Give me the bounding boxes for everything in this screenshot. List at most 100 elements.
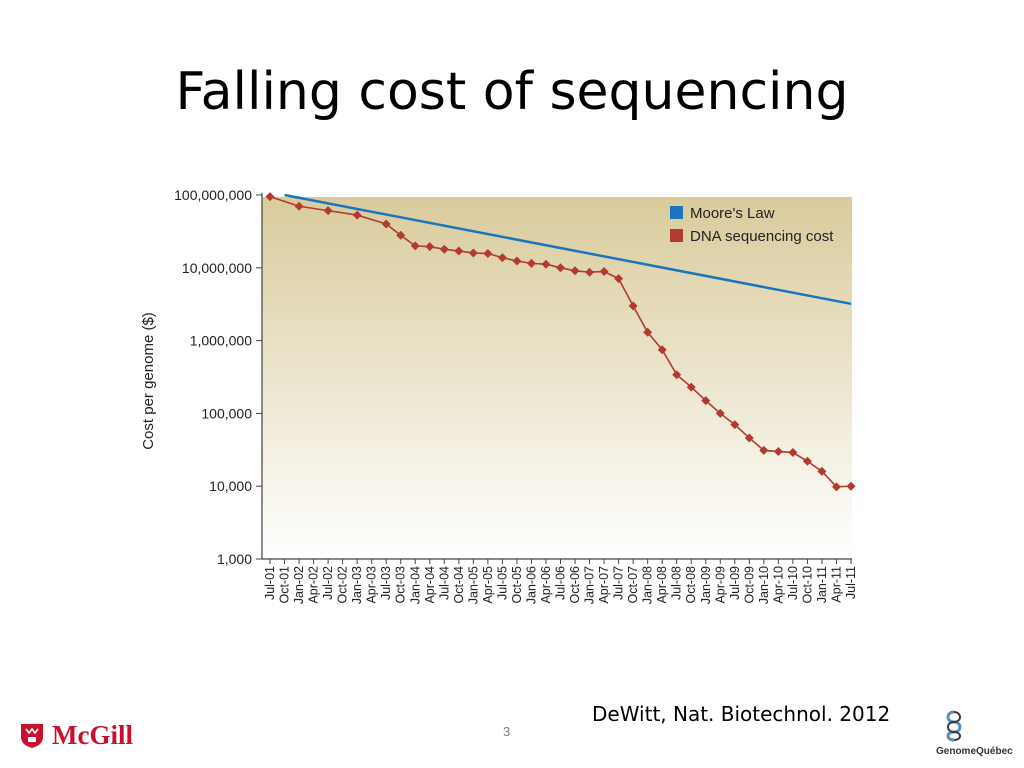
dna-cost-point bbox=[730, 420, 740, 430]
dna-cost-point bbox=[585, 267, 595, 277]
mcgill-crest-icon bbox=[21, 723, 43, 748]
dna-cost-point bbox=[425, 242, 435, 252]
x-ticks: Jul-01 Oct-01 Jan-02 Apr-02 Jul-02 Oct-02 Jan-… bbox=[263, 559, 858, 604]
dna-cost-point bbox=[686, 382, 696, 392]
dna-cost-point bbox=[846, 481, 856, 491]
axes bbox=[261, 193, 852, 560]
dna-cost-point bbox=[657, 345, 667, 355]
dna-cost-point bbox=[715, 408, 725, 418]
x-tick-label: Jul-03 bbox=[379, 566, 393, 600]
x-tick-label: Jan-11 bbox=[815, 566, 829, 603]
plot-background bbox=[262, 197, 852, 559]
x-tick-label: Jul-04 bbox=[437, 566, 451, 600]
dna-cost-point bbox=[701, 396, 711, 406]
x-tick-label: Jul-07 bbox=[612, 566, 626, 600]
x-tick-label: Jul-09 bbox=[728, 566, 742, 600]
dna-cost-point bbox=[628, 301, 638, 311]
x-tick-label: Jul-02 bbox=[321, 566, 335, 600]
series-layer bbox=[265, 192, 856, 492]
x-tick-label: Jul-10 bbox=[786, 566, 800, 600]
y-axis-label: Cost per genome ($) bbox=[140, 312, 157, 450]
x-tick-label: Jan-07 bbox=[583, 566, 597, 604]
x-tick-label: Oct-08 bbox=[684, 566, 698, 604]
x-tick-label: Jan-05 bbox=[466, 566, 480, 604]
y-tick-label: 1,000 bbox=[217, 551, 252, 567]
y-tick-label: 1,000,000 bbox=[190, 333, 252, 349]
dna-cost-point bbox=[294, 201, 304, 211]
dna-cost-point bbox=[744, 433, 754, 443]
x-tick-label: Oct-09 bbox=[742, 566, 756, 604]
x-tick-label: Jul-08 bbox=[670, 566, 684, 600]
dna-cost-point bbox=[788, 448, 798, 458]
x-tick-label: Jul-11 bbox=[844, 566, 858, 599]
x-tick-label: Oct-03 bbox=[394, 566, 408, 604]
dna-cost-point bbox=[599, 266, 609, 276]
y-ticks: 1,000 10,000 100,000 1,000,000 10,000,000 100… bbox=[174, 187, 262, 567]
dna-cost-point bbox=[802, 456, 812, 466]
genome-quebec-logo-text: GenomeQuébec bbox=[936, 746, 1013, 757]
x-tick-label: Apr-06 bbox=[539, 566, 553, 604]
x-tick-label: Jan-10 bbox=[757, 566, 771, 604]
chart: 1,000 10,000 100,000 1,000,000 10,000,000 100… bbox=[140, 187, 858, 604]
x-tick-label: Apr-08 bbox=[655, 566, 669, 604]
x-tick-label: Jul-06 bbox=[554, 566, 568, 600]
x-tick-label: Jan-06 bbox=[524, 566, 538, 604]
x-tick-label: Oct-01 bbox=[278, 566, 292, 604]
dna-cost-point bbox=[643, 327, 653, 337]
dna-cost-point bbox=[570, 266, 580, 276]
x-tick-label: Apr-02 bbox=[307, 566, 321, 604]
legend-label: DNA sequencing cost bbox=[690, 228, 834, 245]
x-tick-label: Apr-05 bbox=[481, 566, 495, 604]
x-tick-label: Jul-01 bbox=[263, 566, 277, 600]
x-tick-label: Apr-03 bbox=[365, 566, 379, 604]
dna-cost-point bbox=[512, 256, 522, 266]
x-tick-label: Apr-09 bbox=[713, 566, 727, 604]
dna-cost-point bbox=[759, 445, 769, 455]
moore-law-line bbox=[284, 193, 852, 306]
x-tick-label: Jan-04 bbox=[408, 566, 422, 604]
dna-cost-point bbox=[265, 192, 275, 202]
slide-title: Falling cost of sequencing bbox=[175, 62, 849, 122]
legend-label: Moore's Law bbox=[690, 205, 775, 222]
citation: DeWitt, Nat. Biotechnol. 2012 bbox=[592, 702, 891, 726]
x-tick-label: Jan-08 bbox=[641, 566, 655, 604]
x-tick-label: Oct-05 bbox=[510, 566, 524, 604]
dna-cost-point bbox=[483, 249, 493, 259]
dna-cost-point bbox=[439, 244, 449, 254]
genome-quebec-icon bbox=[946, 710, 962, 742]
x-tick-label: Jan-02 bbox=[292, 566, 306, 604]
dna-cost-point bbox=[396, 230, 406, 240]
x-tick-label: Apr-11 bbox=[829, 566, 843, 603]
dna-cost-point bbox=[352, 210, 362, 220]
dna-cost-point bbox=[541, 259, 551, 269]
y-tick-label: 100,000,000 bbox=[174, 187, 252, 203]
y-tick-label: 10,000,000 bbox=[182, 260, 252, 276]
mcgill-logo: McGill bbox=[20, 720, 133, 751]
x-tick-label: Oct-10 bbox=[800, 566, 814, 604]
legend-swatch bbox=[670, 229, 683, 242]
dna-cost-point bbox=[323, 206, 333, 216]
legend-swatch bbox=[670, 206, 683, 219]
mcgill-logo-text: McGill bbox=[52, 720, 133, 750]
legend: Moore's Law DNA sequencing cost bbox=[670, 205, 834, 245]
x-tick-label: Jan-09 bbox=[699, 566, 713, 604]
x-tick-label: Oct-02 bbox=[336, 566, 350, 604]
dna-cost-point bbox=[454, 246, 464, 256]
dna-cost-point bbox=[497, 253, 507, 263]
x-tick-label: Jul-05 bbox=[495, 566, 509, 600]
x-tick-label: Apr-10 bbox=[771, 566, 785, 604]
page-number: 3 bbox=[503, 724, 511, 739]
dna-cost-point bbox=[817, 466, 827, 476]
dna-cost-point bbox=[381, 219, 391, 229]
x-tick-label: Oct-04 bbox=[452, 566, 466, 604]
dna-cost-point bbox=[468, 248, 478, 258]
dna-cost-point bbox=[672, 370, 682, 380]
x-tick-label: Oct-06 bbox=[568, 566, 582, 604]
x-tick-label: Apr-07 bbox=[597, 566, 611, 604]
dna-cost-point bbox=[773, 446, 783, 456]
x-tick-label: Jan-03 bbox=[350, 566, 364, 604]
dna-cost-point bbox=[526, 258, 536, 268]
dna-cost-point bbox=[410, 241, 420, 251]
y-tick-label: 100,000 bbox=[201, 405, 252, 421]
dna-cost-point bbox=[556, 263, 565, 273]
